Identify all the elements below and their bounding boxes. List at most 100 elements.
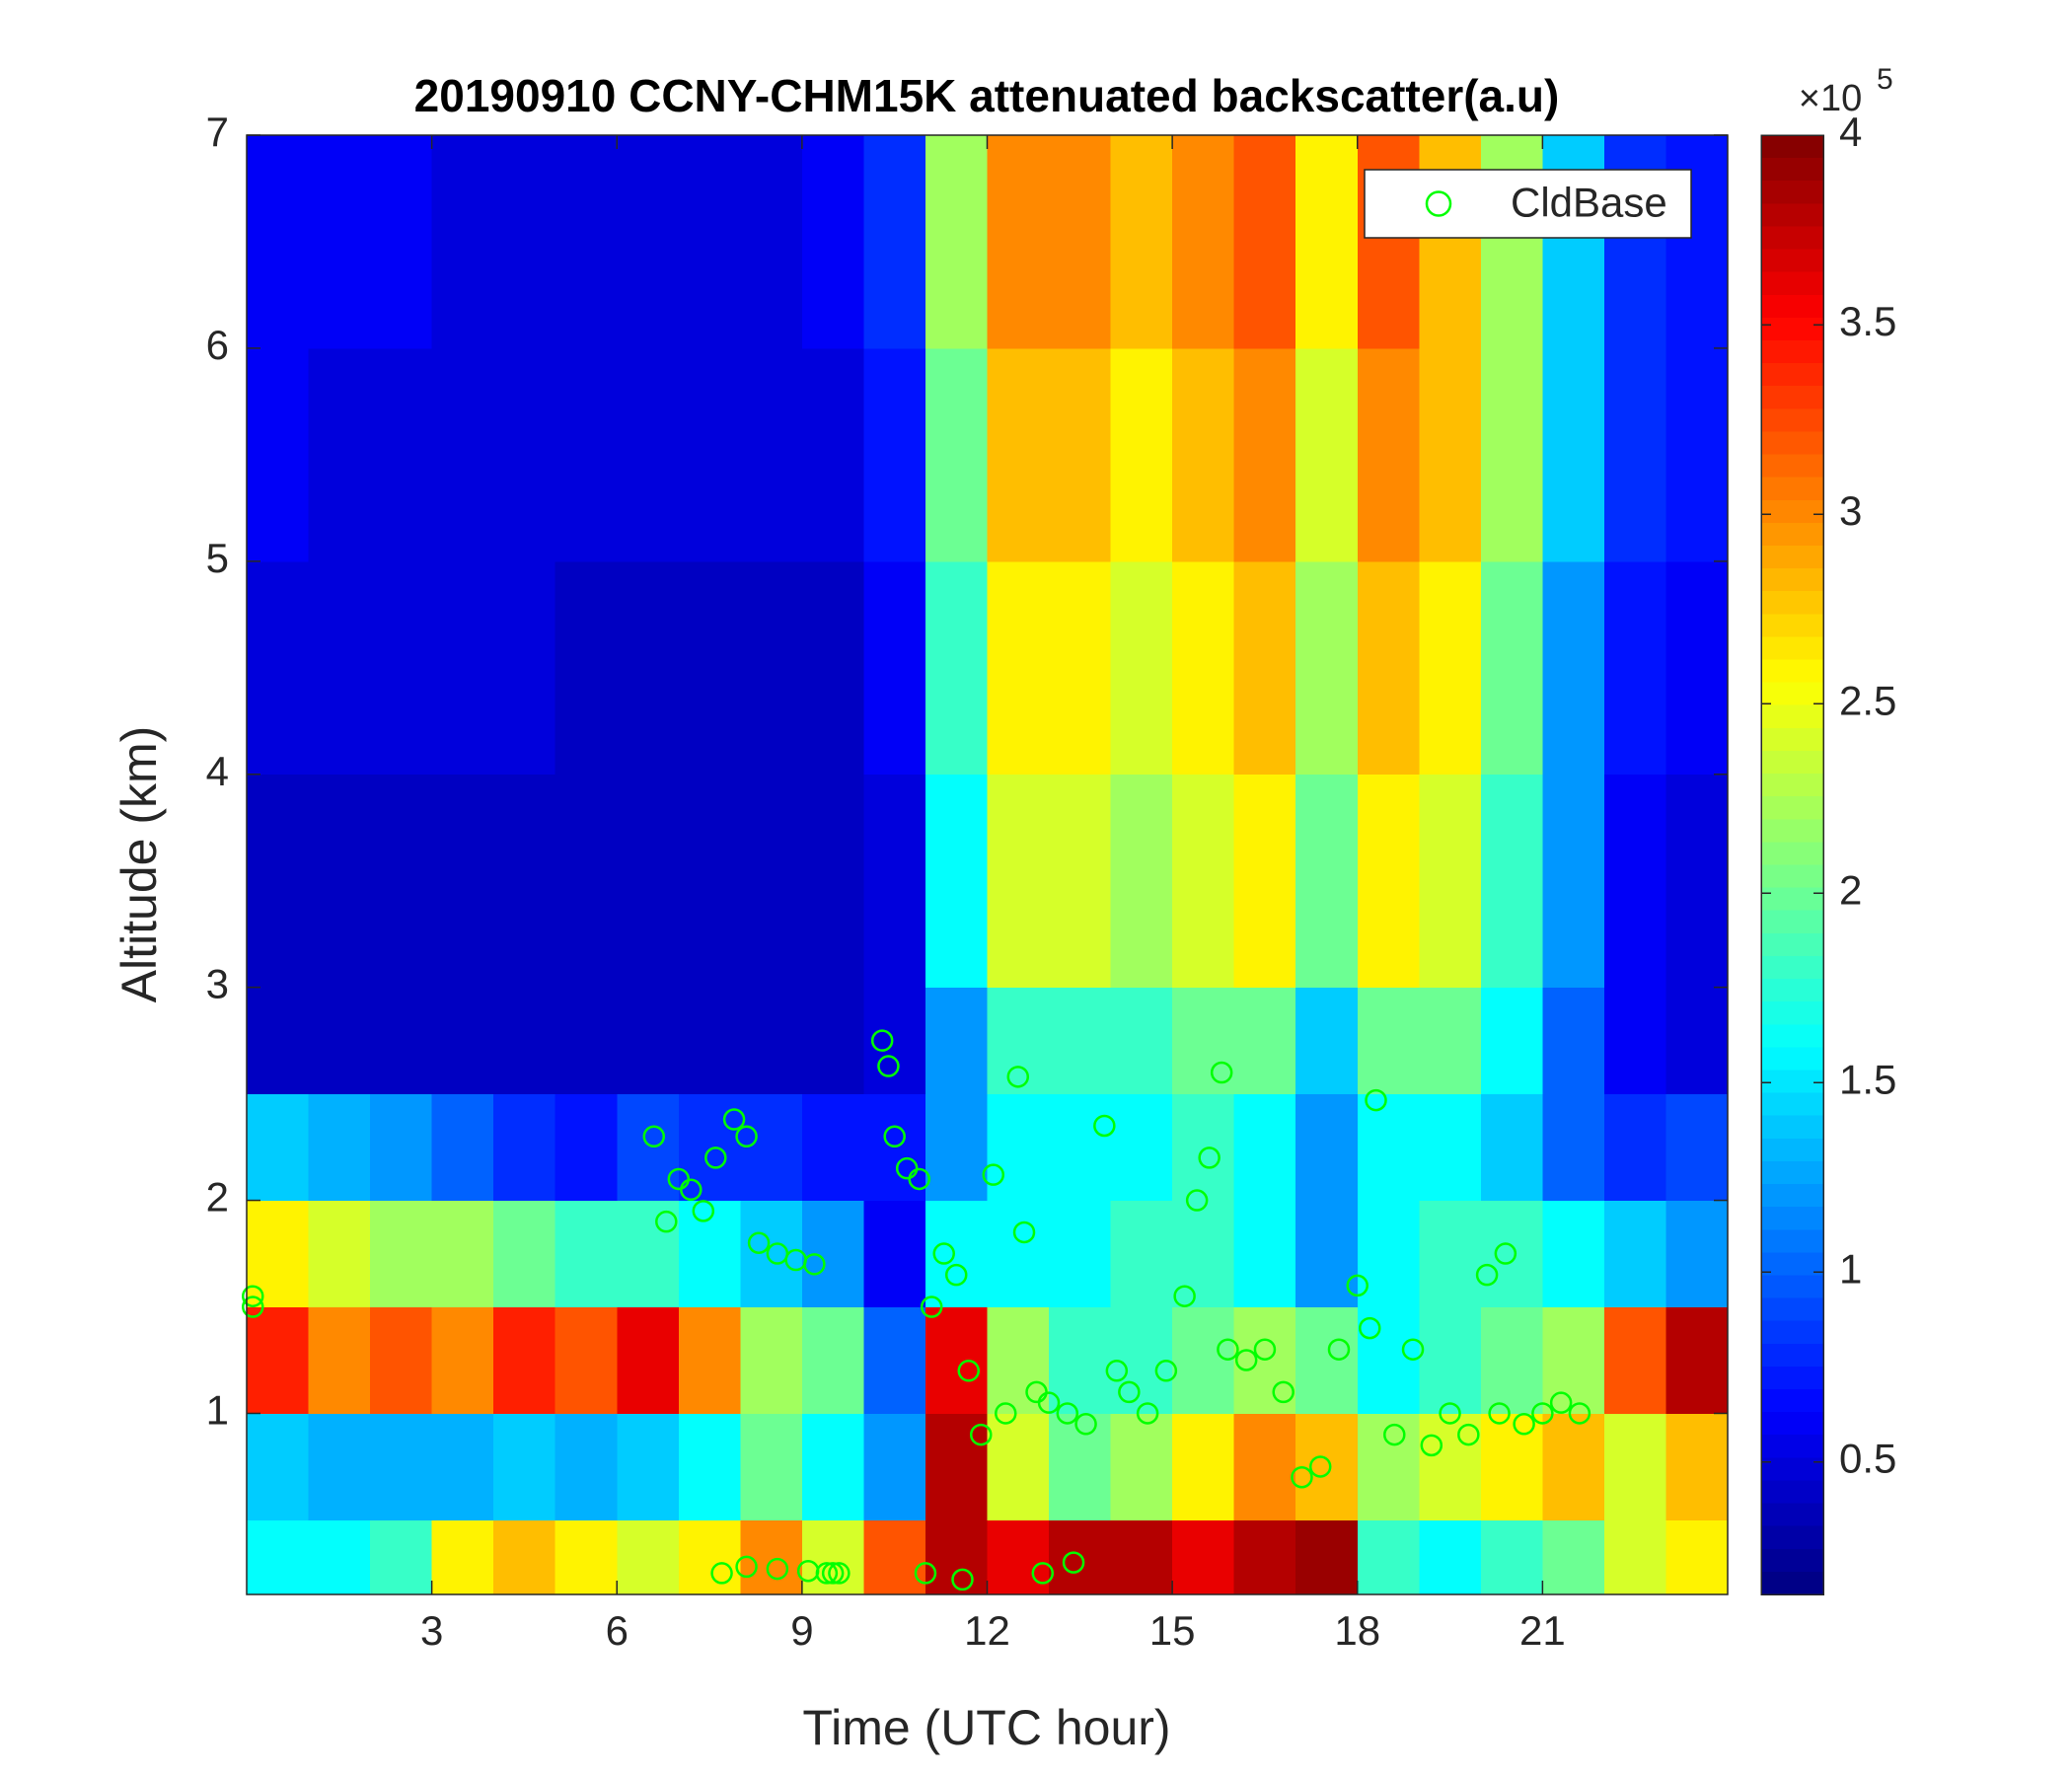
colorbar-step <box>1761 568 1823 592</box>
cloud-base-marker <box>1234 1349 1258 1371</box>
heatmap-cell <box>308 774 371 989</box>
colorbar-step <box>1761 1457 1823 1482</box>
colorbar-step <box>1761 1001 1823 1025</box>
legend-marker <box>1425 190 1452 217</box>
cloud-base-marker <box>969 1423 993 1446</box>
heatmap-cell <box>431 135 494 349</box>
heatmap-cell <box>1049 987 1112 1095</box>
heatmap-cell <box>801 774 864 989</box>
colorbar-step <box>1761 1297 1823 1322</box>
cloud-base-marker <box>951 1568 974 1591</box>
heatmap-cell <box>1049 774 1112 989</box>
colorbar-step <box>1761 294 1823 319</box>
heatmap-cell <box>801 560 864 776</box>
colorbar-step <box>1761 614 1823 638</box>
heatmap-cell <box>1603 774 1666 989</box>
heatmap-cell <box>555 987 618 1095</box>
colorbar-exponent: 5 <box>1877 63 1893 96</box>
heatmap-cell <box>617 135 680 349</box>
colorbar-step <box>1761 704 1823 729</box>
cloud-base-marker <box>766 1557 789 1581</box>
colorbar-step <box>1761 1412 1823 1436</box>
colorbar-step <box>1761 727 1823 752</box>
heatmap-cell <box>370 560 433 776</box>
cloud-base-marker <box>1093 1114 1116 1138</box>
heatmap-cell <box>617 1519 680 1595</box>
colorbar-step <box>1761 1092 1823 1117</box>
cloud-base-marker <box>747 1231 771 1254</box>
heatmap-cell <box>740 1093 803 1202</box>
colorbar-step <box>1761 386 1823 409</box>
heatmap-cell <box>987 774 1050 989</box>
heatmap-cell <box>308 347 371 562</box>
heatmap-cell <box>925 1519 988 1595</box>
heatmap-cell <box>1172 774 1235 989</box>
heatmap-cell <box>247 1200 310 1308</box>
heatmap-cell <box>1419 1306 1482 1414</box>
heatmap-cell <box>863 987 926 1095</box>
heatmap-cell <box>678 1306 741 1414</box>
heatmap-cell <box>740 560 803 776</box>
colorbar-step <box>1761 499 1823 524</box>
heatmap-cell <box>1480 987 1543 1095</box>
heatmap-cell <box>1295 135 1359 349</box>
heatmap-cell <box>370 135 433 349</box>
cloud-base-marker <box>1062 1551 1085 1574</box>
heatmap-cell <box>863 135 926 349</box>
heatmap-cell <box>1295 1519 1359 1595</box>
heatmap-cell <box>925 1306 988 1414</box>
heatmap-cell <box>1480 1519 1543 1595</box>
heatmap-cell <box>678 560 741 776</box>
cloud-base-marker <box>1012 1221 1036 1244</box>
colorbar-step <box>1761 158 1823 182</box>
cloud-base-marker <box>877 1055 900 1077</box>
heatmap-cell <box>431 987 494 1095</box>
colorbar-step <box>1761 203 1823 228</box>
colorbar-tick-label: 2.5 <box>1839 677 1896 723</box>
cloud-base-marker <box>870 1029 894 1052</box>
heatmap-cell <box>1480 774 1543 989</box>
heatmap-cell <box>1480 1413 1543 1520</box>
cloud-base-marker <box>735 1125 758 1148</box>
cloud-base-marker <box>1401 1338 1425 1361</box>
heatmap-cell <box>1110 1519 1173 1595</box>
cloud-base-marker <box>1006 1066 1030 1088</box>
heatmap-cell <box>1233 774 1296 989</box>
heatmap-cell <box>801 1413 864 1520</box>
cloud-base-marker <box>914 1562 937 1585</box>
cloud-base-marker <box>1531 1402 1554 1425</box>
cloud-base-marker <box>1056 1402 1079 1425</box>
heatmap-cell <box>617 1413 680 1520</box>
heatmap-cell <box>801 1306 864 1414</box>
heatmap-cell <box>370 1413 433 1520</box>
colorbar-step <box>1761 1525 1823 1550</box>
colorbar-step <box>1761 135 1823 159</box>
heatmap-cell <box>1172 1200 1235 1308</box>
heatmap-cell <box>1665 1093 1729 1202</box>
heatmap-cell <box>1049 1200 1112 1308</box>
cloud-base-marker <box>1031 1562 1055 1585</box>
cloud-base-marker <box>1420 1434 1443 1457</box>
cloud-base-marker <box>1173 1285 1196 1307</box>
heatmap-cell <box>370 1306 433 1414</box>
cloud-base-marker <box>1365 1088 1387 1112</box>
heatmap-cell <box>493 1093 556 1202</box>
heatmap-cell <box>555 560 618 776</box>
heatmap-cell <box>1110 560 1173 776</box>
heatmap-cell <box>370 1519 433 1595</box>
cloud-base-marker <box>1253 1338 1277 1361</box>
colorbar-step <box>1761 181 1823 204</box>
heatmap-cell <box>1233 987 1296 1095</box>
heatmap-cell <box>1419 560 1482 776</box>
heatmap-cell <box>493 1519 556 1595</box>
heatmap-cell <box>617 1200 680 1308</box>
heatmap-cell <box>987 347 1050 562</box>
heatmap-cell <box>370 1200 433 1308</box>
heatmap-cell <box>1295 1413 1359 1520</box>
heatmap-cell <box>555 347 618 562</box>
heatmap-cell <box>431 1413 494 1520</box>
cloud-base-marker <box>1568 1402 1591 1425</box>
heatmap-cell <box>1542 135 1605 349</box>
heatmap-cell <box>1049 1306 1112 1414</box>
